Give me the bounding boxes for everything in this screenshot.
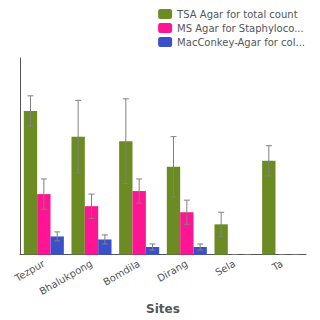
svg-text:Sites: Sites [146, 302, 180, 316]
svg-text:Sela: Sela [213, 258, 237, 278]
svg-text:TSA Agar for total count: TSA Agar for total count [176, 9, 298, 20]
svg-text:MS Agar for Staphyloco...: MS Agar for Staphyloco... [177, 23, 304, 34]
svg-text:MacConkey-Agar for col...: MacConkey-Agar for col... [177, 37, 305, 48]
svg-text:Dirang: Dirang [155, 258, 189, 284]
svg-text:Ta: Ta [269, 258, 285, 273]
svg-text:Bomdila: Bomdila [101, 258, 142, 288]
svg-text:Bhalukpong: Bhalukpong [37, 258, 94, 297]
svg-text:Tezpur: Tezpur [12, 257, 47, 284]
